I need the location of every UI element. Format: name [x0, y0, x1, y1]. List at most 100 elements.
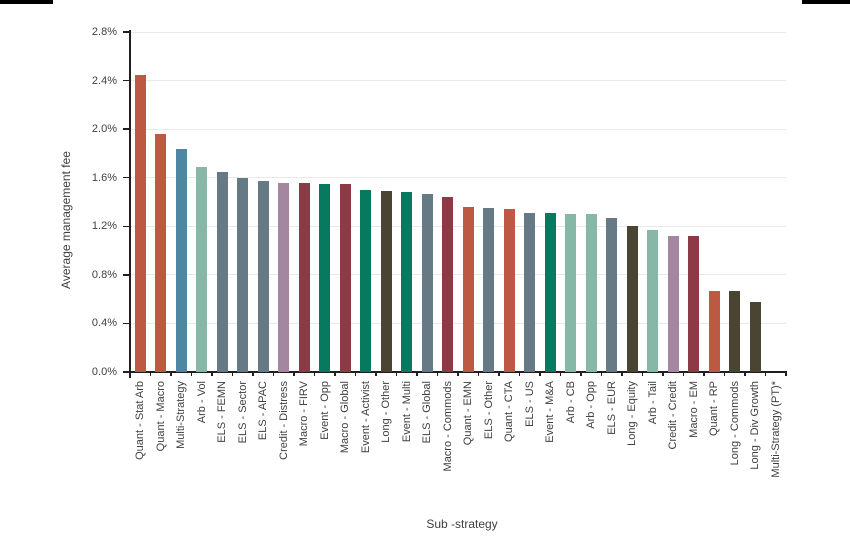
- x-axis-tick: [600, 372, 603, 376]
- x-axis-tick: [375, 372, 377, 376]
- bar: [278, 182, 290, 372]
- x-axis-tick: [703, 372, 705, 376]
- x-axis-tick: [211, 372, 213, 376]
- x-axis-title: Sub -strategy: [426, 517, 498, 531]
- x-axis-tick: [272, 372, 275, 376]
- y-tick-label: 0.0%: [91, 366, 117, 378]
- x-category-label: Long - Div Growth: [749, 381, 762, 470]
- x-axis-tick: [252, 372, 254, 376]
- bar: [237, 177, 249, 372]
- x-axis-tick: [354, 372, 357, 376]
- bar: [134, 74, 146, 372]
- x-category-label: Quant - Macro: [154, 381, 167, 452]
- x-category-label: Multi-Strategy: [175, 381, 188, 449]
- y-tick-label: 2.8%: [91, 26, 117, 38]
- x-category-label: ELS - EUR: [605, 381, 618, 435]
- y-axis-tick: [123, 79, 130, 82]
- bar: [503, 209, 515, 372]
- bar: [257, 181, 269, 372]
- x-axis-tick: [764, 372, 767, 376]
- bar: [544, 212, 556, 372]
- y-tick-label: 2.4%: [91, 74, 117, 87]
- top-right-accent-bar: [802, 0, 850, 4]
- x-category-label: ELS - FEMN: [216, 381, 229, 443]
- x-category-label: Quant - Stat Arb: [134, 381, 147, 460]
- x-category-label: Quant - EMN: [462, 381, 475, 446]
- bar: [155, 134, 167, 372]
- x-category-label: Long - Commods: [728, 381, 741, 466]
- x-category-label: Long - Equity: [626, 381, 639, 446]
- gridline: [130, 322, 786, 324]
- bar: [585, 214, 597, 372]
- gridline: [130, 31, 786, 33]
- bar: [667, 236, 679, 372]
- x-axis-tick: [436, 372, 439, 376]
- x-axis-tick: [580, 372, 582, 376]
- x-axis-tick: [170, 372, 172, 376]
- x-category-label: Event - Opp: [318, 381, 331, 440]
- top-left-accent-bar: [0, 0, 53, 4]
- x-axis-tick: [682, 372, 685, 376]
- bar: [749, 301, 761, 372]
- x-axis-tick: [559, 372, 562, 376]
- gridline: [130, 225, 786, 227]
- bar: [565, 214, 577, 372]
- gridline: [130, 128, 786, 130]
- bar: [175, 148, 187, 372]
- x-axis-tick: [498, 372, 500, 376]
- y-tick-label: 1.6%: [91, 171, 117, 184]
- y-axis-tick: [123, 31, 130, 33]
- x-category-label: ELS - APAC: [257, 381, 270, 441]
- x-axis-tick: [477, 372, 480, 376]
- y-axis-tick: [123, 274, 130, 276]
- x-category-label: Macro - Commods: [441, 381, 454, 472]
- x-axis-tick: [621, 372, 623, 376]
- bar: [401, 192, 413, 372]
- x-axis-tick: [723, 372, 726, 376]
- x-category-label: Long - Other: [380, 381, 393, 443]
- x-axis-tick: [416, 372, 418, 376]
- bar: [339, 183, 351, 372]
- x-category-label: Multi-Strategy (PT)*: [769, 381, 782, 478]
- x-category-label: Event - M&A: [544, 381, 557, 443]
- x-category-label: Event - Activist: [359, 381, 372, 454]
- x-category-label: Quant - CTA: [503, 381, 516, 442]
- bar: [708, 290, 720, 372]
- x-axis-tick: [641, 372, 644, 376]
- x-category-label: Event - Multi: [400, 381, 413, 443]
- x-axis-line: [129, 371, 787, 373]
- bar: [626, 226, 638, 372]
- x-category-label: Quant - RP: [708, 381, 721, 437]
- x-axis-tick: [518, 372, 521, 376]
- bar: [298, 182, 310, 372]
- y-axis-tick: [123, 128, 130, 130]
- bar: [442, 197, 454, 372]
- y-tick-label: 0.4%: [91, 317, 117, 330]
- x-category-label: ELS - Sector: [236, 381, 249, 444]
- x-category-label: Macro - FIRV: [298, 381, 311, 447]
- y-axis-tick: [123, 176, 130, 179]
- bar: [729, 290, 741, 372]
- y-axis-line: [129, 30, 131, 378]
- gridline: [130, 177, 786, 179]
- y-tick-label: 2.0%: [91, 123, 117, 136]
- x-axis-tick: [395, 372, 398, 376]
- bar: [196, 166, 208, 372]
- bar: [380, 191, 392, 372]
- bar: [421, 193, 433, 372]
- bar: [216, 171, 228, 372]
- x-category-label: ELS - Other: [482, 381, 495, 440]
- x-axis-tick: [457, 372, 459, 376]
- gridline: [130, 80, 786, 82]
- x-category-label: ELS - Global: [421, 381, 434, 444]
- x-axis-tick: [190, 372, 193, 376]
- x-axis-tick: [539, 372, 541, 376]
- bar: [688, 236, 700, 372]
- x-category-label: ELS - US: [523, 381, 536, 427]
- y-axis-tick: [123, 322, 130, 325]
- x-category-label: Arb - Vol: [195, 381, 208, 424]
- x-axis-tick: [313, 372, 316, 376]
- bar: [647, 229, 659, 372]
- x-category-label: Arb - Tail: [646, 381, 659, 425]
